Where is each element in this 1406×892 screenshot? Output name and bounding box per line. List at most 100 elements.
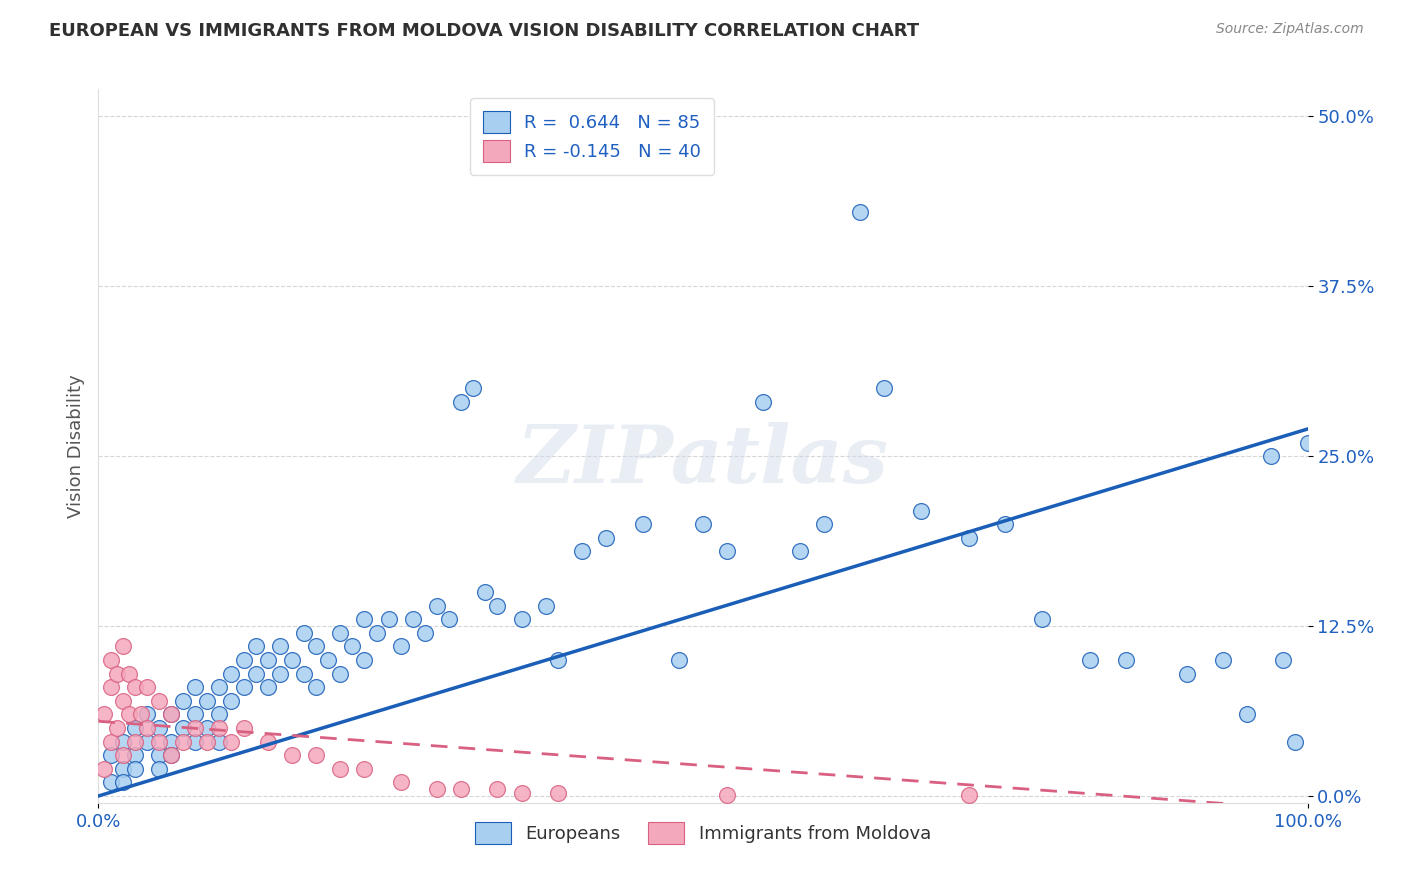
Point: [111, 775, 134, 789]
Point: [111, 694, 134, 708]
Point: [486, 782, 509, 797]
Point: [256, 653, 278, 667]
Point: [100, 680, 122, 694]
Point: [486, 599, 509, 613]
Point: [195, 694, 218, 708]
Point: [245, 666, 267, 681]
Point: [366, 626, 388, 640]
Point: [329, 626, 352, 640]
Point: [124, 762, 146, 776]
Point: [873, 381, 896, 395]
Point: [111, 748, 134, 763]
Point: [1175, 666, 1198, 681]
Point: [124, 734, 146, 748]
Point: [245, 640, 267, 654]
Point: [377, 612, 399, 626]
Text: ZIPatlas: ZIPatlas: [517, 422, 889, 499]
Point: [160, 707, 183, 722]
Point: [160, 748, 183, 763]
Point: [957, 788, 980, 802]
Point: [789, 544, 811, 558]
Point: [221, 694, 243, 708]
Point: [100, 653, 122, 667]
Point: [269, 640, 291, 654]
Point: [305, 680, 328, 694]
Point: [305, 640, 328, 654]
Point: [172, 734, 194, 748]
Point: [292, 666, 315, 681]
Point: [450, 394, 472, 409]
Point: [208, 680, 231, 694]
Point: [595, 531, 617, 545]
Point: [100, 734, 122, 748]
Point: [184, 721, 207, 735]
Point: [160, 734, 183, 748]
Point: [1031, 612, 1053, 626]
Point: [148, 694, 170, 708]
Point: [329, 666, 352, 681]
Point: [1296, 435, 1319, 450]
Point: [281, 748, 304, 763]
Point: [269, 666, 291, 681]
Point: [1115, 653, 1137, 667]
Point: [148, 762, 170, 776]
Point: [389, 775, 412, 789]
Point: [692, 517, 714, 532]
Y-axis label: Vision Disability: Vision Disability: [66, 374, 84, 518]
Point: [752, 394, 775, 409]
Point: [148, 734, 170, 748]
Point: [124, 680, 146, 694]
Point: [316, 653, 339, 667]
Point: [160, 707, 183, 722]
Legend: Europeans, Immigrants from Moldova: Europeans, Immigrants from Moldova: [468, 814, 938, 851]
Point: [547, 786, 569, 800]
Point: [118, 666, 141, 681]
Point: [571, 544, 593, 558]
Point: [124, 721, 146, 735]
Point: [100, 748, 122, 763]
Point: [668, 653, 690, 667]
Point: [232, 680, 254, 694]
Point: [135, 734, 157, 748]
Point: [111, 640, 134, 654]
Point: [221, 666, 243, 681]
Point: [534, 599, 557, 613]
Point: [426, 599, 449, 613]
Point: [716, 788, 738, 802]
Point: [281, 653, 304, 667]
Point: [849, 204, 872, 219]
Point: [353, 612, 375, 626]
Point: [93, 707, 115, 722]
Point: [184, 734, 207, 748]
Point: [148, 748, 170, 763]
Point: [172, 721, 194, 735]
Point: [813, 517, 835, 532]
Point: [184, 707, 207, 722]
Point: [105, 721, 128, 735]
Point: [292, 626, 315, 640]
Point: [129, 707, 152, 722]
Point: [342, 640, 364, 654]
Point: [910, 503, 932, 517]
Point: [437, 612, 460, 626]
Point: [111, 734, 134, 748]
Point: [195, 721, 218, 735]
Point: [184, 680, 207, 694]
Point: [105, 666, 128, 681]
Point: [195, 734, 218, 748]
Point: [1236, 707, 1258, 722]
Point: [463, 381, 485, 395]
Point: [329, 762, 352, 776]
Point: [124, 748, 146, 763]
Point: [111, 762, 134, 776]
Point: [631, 517, 654, 532]
Point: [389, 640, 412, 654]
Point: [160, 748, 183, 763]
Point: [547, 653, 569, 667]
Point: [1260, 449, 1282, 463]
Point: [450, 782, 472, 797]
Point: [135, 680, 157, 694]
Point: [100, 775, 122, 789]
Point: [135, 721, 157, 735]
Point: [118, 707, 141, 722]
